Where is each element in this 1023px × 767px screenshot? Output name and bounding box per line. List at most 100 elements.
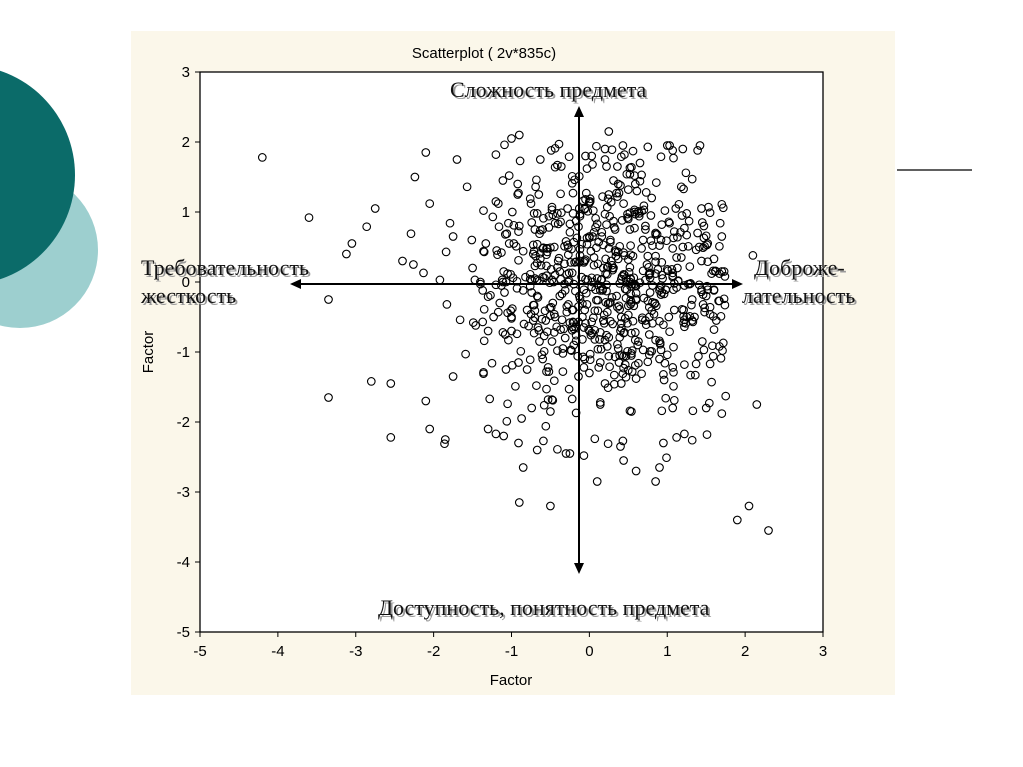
scatter-point: [607, 145, 617, 155]
scatter-point: [421, 148, 431, 157]
scatter-point: [501, 277, 511, 287]
scatter-point: [495, 298, 505, 308]
x-tick-label: -3: [349, 643, 362, 660]
scatter-point: [591, 213, 600, 223]
scatter-point: [705, 208, 715, 218]
scatter-point: [704, 202, 713, 212]
scatter-point: [514, 498, 524, 507]
scatter-point: [544, 367, 554, 376]
scatter-point: [366, 377, 376, 386]
scatter-point: [674, 199, 684, 209]
scatter-point: [493, 199, 503, 208]
scatter-point: [545, 303, 555, 313]
scatter-point: [603, 194, 613, 204]
scatter-point: [673, 263, 682, 273]
scatter-point: [702, 430, 712, 439]
scatter-point: [646, 211, 656, 220]
scatter-point: [690, 370, 700, 380]
scatter-point: [708, 351, 718, 361]
scatter-point: [582, 300, 592, 309]
scatter-point: [687, 316, 697, 325]
scatter-point: [421, 396, 431, 406]
scatter-point: [560, 259, 569, 269]
scatter-point: [635, 158, 645, 168]
scatter-point: [634, 337, 643, 346]
scatter-point: [564, 384, 574, 394]
scatter-point: [718, 338, 728, 348]
scatter-point: [553, 160, 562, 170]
x-tick-label: -2: [427, 643, 440, 660]
scatter-point: [600, 335, 610, 345]
scatter-point: [669, 153, 678, 163]
scatter-point: [342, 249, 351, 259]
scatter-point: [623, 214, 633, 224]
scatter-point: [672, 253, 681, 262]
scatter-point: [651, 269, 660, 278]
scatter-point: [595, 400, 605, 409]
arrow-head-down: [574, 563, 584, 574]
scatter-point: [600, 155, 610, 164]
scatter-point: [599, 310, 609, 320]
scatter-point: [503, 269, 512, 278]
scatter-point: [662, 350, 672, 360]
scatter-point: [592, 477, 602, 486]
scatter-point: [493, 307, 503, 317]
scatter-point: [533, 323, 543, 332]
scatter-point: [609, 370, 619, 380]
scatter-point: [535, 337, 544, 346]
scatter-point: [487, 358, 497, 368]
scatter-point: [499, 431, 509, 441]
scatter-point: [601, 254, 611, 264]
scatter-point: [538, 225, 548, 234]
scatter-point: [609, 216, 618, 226]
scatter-point: [518, 286, 528, 295]
scatter-point: [514, 358, 523, 367]
scatter-point: [596, 281, 606, 291]
scatter-point: [558, 349, 568, 358]
scatter-point: [579, 363, 589, 372]
scatter-point: [595, 358, 605, 367]
scatter-point: [585, 232, 594, 241]
plot-frame: [199, 71, 824, 633]
scatter-point: [592, 141, 601, 151]
scatter-point: [657, 406, 667, 416]
scatter-point: [681, 168, 691, 178]
scatter-point: [619, 269, 628, 279]
scatter-point: [687, 300, 696, 310]
annotation-top: Сложность предмета Сложность предмета: [450, 77, 649, 104]
scatter-point: [347, 239, 357, 248]
scatter-point: [664, 312, 674, 322]
scatter-point: [511, 241, 521, 251]
scatter-point: [565, 227, 575, 237]
scatter-point: [627, 346, 637, 355]
scatter-point: [563, 204, 572, 213]
horizontal-axis-arrow: [290, 279, 743, 289]
scatter-point: [467, 235, 477, 245]
scatter-point: [700, 307, 709, 317]
scatter-point: [462, 182, 472, 192]
scatter-point: [479, 336, 489, 346]
scatter-point: [688, 406, 698, 416]
scatter-point: [419, 268, 428, 278]
scatter-point: [588, 206, 598, 215]
scatter-point: [532, 445, 542, 455]
scatter-point: [637, 369, 646, 379]
scatter-point: [602, 307, 612, 317]
scatter-point: [514, 255, 523, 265]
scatter-point: [562, 307, 572, 317]
scatter-point: [599, 263, 608, 273]
scatter-point: [588, 313, 598, 323]
scatter-point: [613, 162, 622, 171]
scatter-point: [668, 403, 678, 413]
scatter-point: [553, 444, 562, 454]
scatter-point: [542, 327, 552, 337]
scatter-point: [553, 346, 562, 355]
scatter-point: [257, 153, 267, 162]
scatter-point: [618, 436, 628, 446]
scatter-point: [662, 141, 672, 150]
scatter-point: [549, 328, 559, 337]
scatter-point: [503, 399, 512, 409]
scatter-point: [697, 256, 706, 266]
scatter-point: [481, 239, 491, 248]
scatter-point: [700, 241, 709, 251]
